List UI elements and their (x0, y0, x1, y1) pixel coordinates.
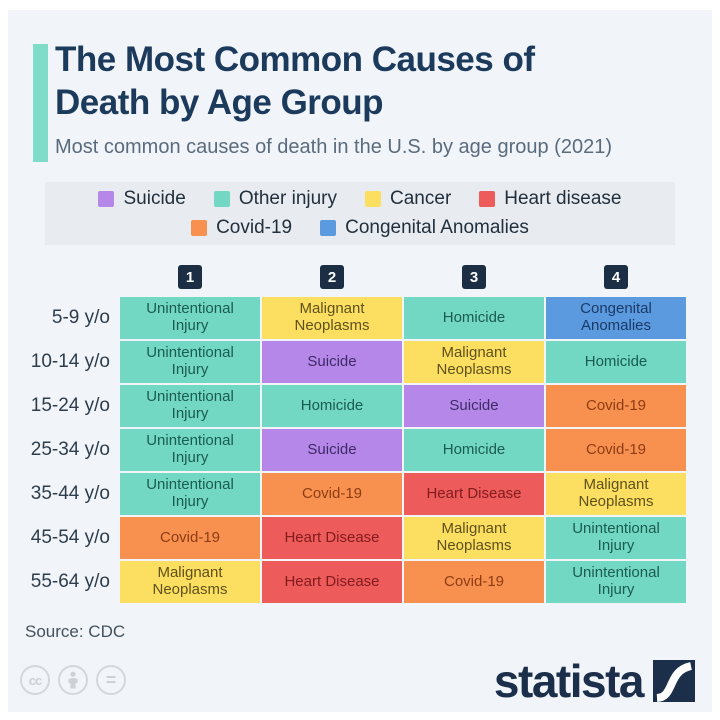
equals-glyph: = (105, 669, 117, 690)
cause-cell: Malignant Neoplasms (404, 517, 544, 559)
cause-cell: Congenital Anomalies (546, 297, 686, 339)
age-group-label: 5-9 y/o (51, 307, 110, 328)
rank-badge-slot: 4 (546, 265, 686, 289)
rank-header-row: 1 2 3 4 (13, 265, 686, 289)
legend-swatch-icon (365, 191, 382, 207)
cause-cell: Unintentional Injury (120, 341, 260, 383)
cause-cell: Unintentional Injury (120, 429, 260, 471)
cause-cell: Heart Disease (404, 473, 544, 515)
legend-item-congenital: Congenital Anomalies (320, 217, 529, 239)
cc-license-badges[interactable]: cc = (20, 665, 126, 695)
page-title-line-1: The Most Common Causes of (55, 40, 535, 79)
legend-label: Heart disease (504, 188, 622, 209)
rank-badge: 3 (462, 265, 486, 289)
page-title: The Most Common Causes of Death by Age G… (55, 38, 675, 124)
rank-badge: 4 (604, 265, 628, 289)
title-accent-bar (33, 44, 48, 162)
legend-swatch-icon (98, 191, 115, 207)
legend-item-other_injury: Other injury (213, 188, 338, 210)
age-group-label: 15-24 y/o (30, 395, 110, 416)
age-group-label: 10-14 y/o (30, 351, 110, 372)
legend-item-covid: Covid-19 (191, 217, 292, 239)
cause-cell: Malignant Neoplasms (262, 297, 402, 339)
cause-cell: Homicide (404, 429, 544, 471)
cause-cell: Covid-19 (120, 517, 260, 559)
rank-badge: 1 (178, 265, 202, 289)
source-note: Source: CDC (25, 622, 126, 641)
legend-label: Other injury (238, 188, 338, 209)
legend-swatch-icon (191, 220, 208, 236)
statista-logo[interactable]: statista (494, 658, 695, 704)
cause-cell: Homicide (404, 297, 544, 339)
cause-cell: Heart Disease (262, 517, 402, 559)
legend-item-suicide: Suicide (98, 188, 186, 210)
legend-label: Suicide (123, 188, 186, 209)
legend-swatch-icon (213, 191, 230, 207)
cause-cell: Covid-19 (546, 429, 686, 471)
cause-cell: Homicide (546, 341, 686, 383)
age-group-label: 55-64 y/o (30, 571, 110, 592)
cc-glyph: cc (28, 672, 43, 688)
legend: Suicide Other injury Cancer Heart disease C… (45, 182, 675, 245)
legend-label: Covid-19 (216, 217, 293, 238)
cause-cell: Suicide (404, 385, 544, 427)
person-glyph (68, 671, 78, 689)
cause-cell: Homicide (262, 385, 402, 427)
infographic-card: The Most Common Causes of Death by Age G… (8, 10, 712, 712)
cause-cell: Covid-19 (546, 385, 686, 427)
page-title-line-2: Death by Age Group (55, 83, 384, 123)
cause-cell: Heart Disease (262, 561, 402, 603)
cause-cell: Malignant Neoplasms (546, 473, 686, 515)
rank-badge: 2 (320, 265, 344, 289)
cause-cell: Unintentional Injury (546, 517, 686, 559)
legend-swatch-icon (320, 220, 337, 236)
statista-wordmark: statista (493, 655, 645, 707)
cause-cell: Suicide (262, 341, 402, 383)
equals-icon[interactable]: = (96, 665, 126, 695)
cause-cell: Unintentional Injury (546, 561, 686, 603)
cause-cell: Unintentional Injury (120, 297, 260, 339)
cause-cell: Malignant Neoplasms (404, 341, 544, 383)
legend-item-heart_disease: Heart disease (479, 188, 622, 210)
legend-item-cancer: Cancer (365, 188, 451, 210)
age-group-label: 25-34 y/o (30, 439, 110, 460)
cause-cell: Malignant Neoplasms (120, 561, 260, 603)
cause-cell: Unintentional Injury (120, 473, 260, 515)
legend-label: Cancer (390, 188, 452, 209)
legend-row-2: Covid-19 Congenital Anomalies (191, 217, 529, 239)
cause-cell: Unintentional Injury (120, 385, 260, 427)
age-group-label: 45-54 y/o (30, 527, 110, 548)
cause-cell: Suicide (262, 429, 402, 471)
rank-header-spacer (13, 265, 118, 289)
statista-logo-icon (653, 660, 695, 702)
attribution-person-icon[interactable] (58, 665, 88, 695)
cause-cell: Covid-19 (404, 561, 544, 603)
legend-label: Congenital Anomalies (345, 217, 529, 238)
rank-badge-slot: 1 (120, 265, 260, 289)
age-group-label: 35-44 y/o (30, 483, 110, 504)
rank-badge-slot: 2 (262, 265, 402, 289)
rank-badge-slot: 3 (404, 265, 544, 289)
cc-license-icon[interactable]: cc (20, 665, 50, 695)
rank-table-body: 5-9 y/o Unintentional Injury Malignant Neo… (13, 297, 686, 603)
legend-row-1: Suicide Other injury Cancer Heart disease (98, 188, 622, 210)
page-subtitle: Most common causes of death in the U.S. … (55, 136, 612, 158)
cause-cell: Covid-19 (262, 473, 402, 515)
legend-swatch-icon (479, 191, 496, 207)
